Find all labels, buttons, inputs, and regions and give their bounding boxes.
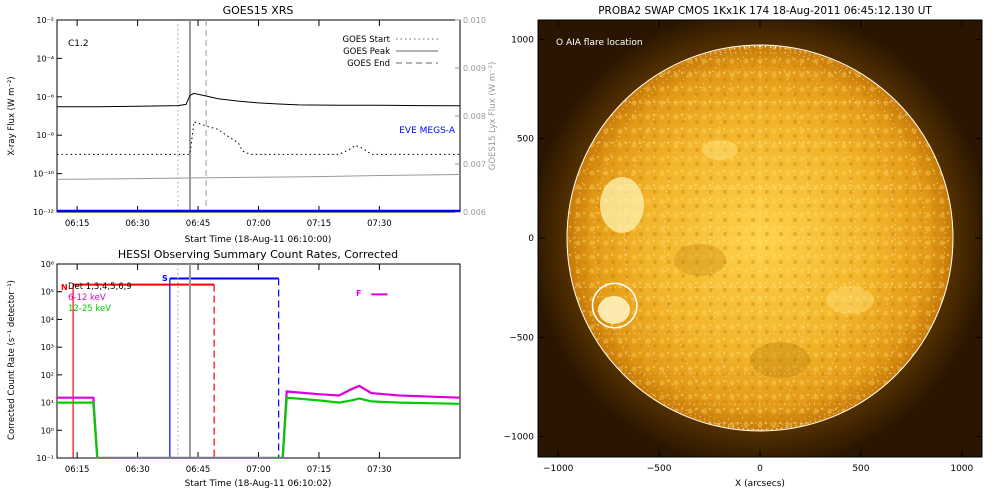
aia-flare-location-marker [591, 282, 638, 329]
hessi-flag-s: S [162, 274, 168, 283]
goes-legend-label: GOES End [347, 59, 390, 69]
hessi-flag-n: N [61, 283, 68, 292]
hessi-event-lines [177, 264, 191, 458]
hessi-y-tick-label: 10⁻¹ [36, 454, 54, 463]
hessi-y-tick-label: 10² [41, 371, 54, 380]
active-regions [598, 140, 874, 378]
goes-y2-tick-label: 0.010 [463, 16, 486, 25]
hessi-x-tick-label: 07:30 [367, 465, 392, 475]
goes-ylabel-right: GOES15 Lyx Flux (W m⁻²) [488, 62, 498, 171]
hessi-y-tick-label: 10⁶ [41, 260, 54, 269]
hessi-y-tick-label: 10³ [41, 343, 54, 352]
goes-legend-label: GOES Start [342, 35, 390, 45]
grid-meridian [593, 45, 761, 431]
heliographic-grid [568, 45, 952, 431]
swap-x-tick-label: −1000 [543, 464, 574, 474]
goes-y2-tick-label: 0.008 [463, 112, 486, 121]
goes-series-line-0 [57, 92, 460, 108]
goes-series-line-2 [57, 174, 460, 180]
swap-y-tick-label: 500 [517, 135, 534, 145]
hessi-panel: HESSI Observing Summary Count Rates, Cor… [7, 248, 461, 489]
goes-x-tick-label: 07:15 [307, 219, 332, 229]
hessi-y-ticks: 10⁻¹ 10⁰ 10¹ 10² 10³ 10⁴ 10⁵ 10⁶ [36, 260, 62, 463]
hessi-y-tick-label: 10⁵ [41, 288, 54, 297]
swap-image-panel: PROBA2 SWAP CMOS 1Kx1K 174 18-Aug-2011 0… [504, 5, 983, 489]
goes-y-tick-label: 10⁻⁴ [36, 54, 54, 63]
goes-y-tick-label: 10⁻¹⁰ [33, 170, 54, 179]
swap-x-tick-label: 0 [757, 464, 763, 474]
grid-meridian [574, 45, 761, 431]
hessi-series-group [57, 384, 460, 458]
swap-x-ticks: −1000 −500 0 500 1000 [543, 20, 974, 474]
hessi-legend-label: 12-25 keV [68, 304, 111, 314]
goes-y-ticks: 10⁻¹² 10⁻¹⁰ 10⁻⁸ 10⁻⁶ 10⁻⁴ 10⁻² [33, 16, 62, 217]
goes-title: GOES15 XRS [223, 4, 294, 17]
swap-x-tick-label: −500 [647, 464, 672, 474]
grid-meridian [759, 45, 927, 431]
hessi-flag-f: F [356, 289, 361, 298]
hessi-y-tick-label: 10¹ [41, 399, 54, 408]
hessi-y-tick-label: 10⁴ [41, 315, 54, 324]
grid-meridian [759, 45, 946, 431]
goes-xlabel: Start Time (18-Aug-11 06:10:00) [185, 235, 332, 245]
hessi-x-tick-label: 06:15 [65, 465, 90, 475]
eve-megs-label: EVE MEGS-A [399, 126, 456, 136]
hessi-legend-label: 6-12 keV [68, 293, 106, 303]
swap-y-ticks: −1000 −500 0 500 1000 [504, 35, 982, 443]
goes-legend-label: GOES Peak [343, 47, 390, 57]
hessi-x-ticks: 06:15 06:30 06:45 07:00 07:15 07:30 [65, 264, 392, 475]
swap-x-tick-label: 1000 [950, 464, 973, 474]
flare-location-circle [591, 282, 638, 329]
swap-x-tick-label: 500 [852, 464, 869, 474]
goes-x-tick-label: 06:15 [65, 219, 90, 229]
hessi-x-tick-label: 06:30 [125, 465, 150, 475]
goes-x-tick-label: 07:30 [367, 219, 392, 229]
goes-ylabel: X-ray Flux (W m⁻²) [7, 76, 17, 155]
hessi-series-line-1 [57, 396, 460, 458]
goes-event-lines [177, 20, 207, 212]
goes-series-group [57, 92, 460, 212]
hessi-xlabel: Start Time (18-Aug-11 06:10:02) [185, 479, 332, 489]
goes-y-tick-label: 10⁻² [36, 16, 54, 25]
swap-y-tick-label: 0 [528, 234, 534, 244]
goes-class-label: C1.2 [68, 39, 89, 49]
swap-y-tick-label: 1000 [511, 35, 534, 45]
hessi-y-tick-label: 10⁰ [41, 426, 54, 435]
goes-y2-tick-label: 0.006 [463, 208, 486, 217]
goes-y2-tick-label: 0.009 [463, 64, 486, 73]
goes-y-tick-label: 10⁻¹² [33, 208, 54, 217]
hessi-intervals [72, 277, 388, 458]
goes-y-tick-label: 10⁻⁸ [36, 131, 54, 140]
goes-legend: GOES Start GOES Peak GOES End [342, 35, 438, 69]
goes-y-tick-label: 10⁻⁶ [36, 93, 54, 102]
goes-xrs-panel: GOES15 XRS 10⁻¹² 10⁻¹⁰ 10⁻⁸ 10⁻⁶ 10⁻⁴ 10⁻² 0.… [7, 4, 498, 245]
hessi-plot-frame [56, 263, 461, 459]
hessi-title: HESSI Observing Summary Count Rates, Cor… [118, 248, 398, 261]
goes-x-tick-label: 06:30 [125, 219, 150, 229]
hessi-legend-label: Det 1,3,4,5,6,9 [68, 282, 132, 292]
hessi-series-line-0 [57, 384, 460, 458]
goes-x-tick-label: 06:45 [186, 219, 211, 229]
goes-plot-frame [56, 19, 461, 213]
goes-y2-tick-label: 0.007 [463, 160, 486, 169]
hessi-x-tick-label: 06:45 [186, 465, 211, 475]
solar-disk-texture [567, 45, 953, 431]
swap-xlabel: X (arcsecs) [735, 479, 785, 489]
swap-title: PROBA2 SWAP CMOS 1Kx1K 174 18-Aug-2011 0… [598, 5, 932, 17]
swap-annotation: O AIA flare location [556, 38, 643, 48]
swap-y-tick-label: −500 [509, 333, 534, 343]
hessi-ylabel: Corrected Count Rate (s⁻¹ detector⁻¹) [7, 280, 17, 440]
swap-y-tick-label: −1000 [504, 433, 535, 443]
hessi-x-tick-label: 07:00 [246, 465, 271, 475]
hessi-x-tick-label: 07:15 [307, 465, 332, 475]
solar-limb [566, 44, 954, 432]
goes-x-tick-label: 07:00 [246, 219, 271, 229]
